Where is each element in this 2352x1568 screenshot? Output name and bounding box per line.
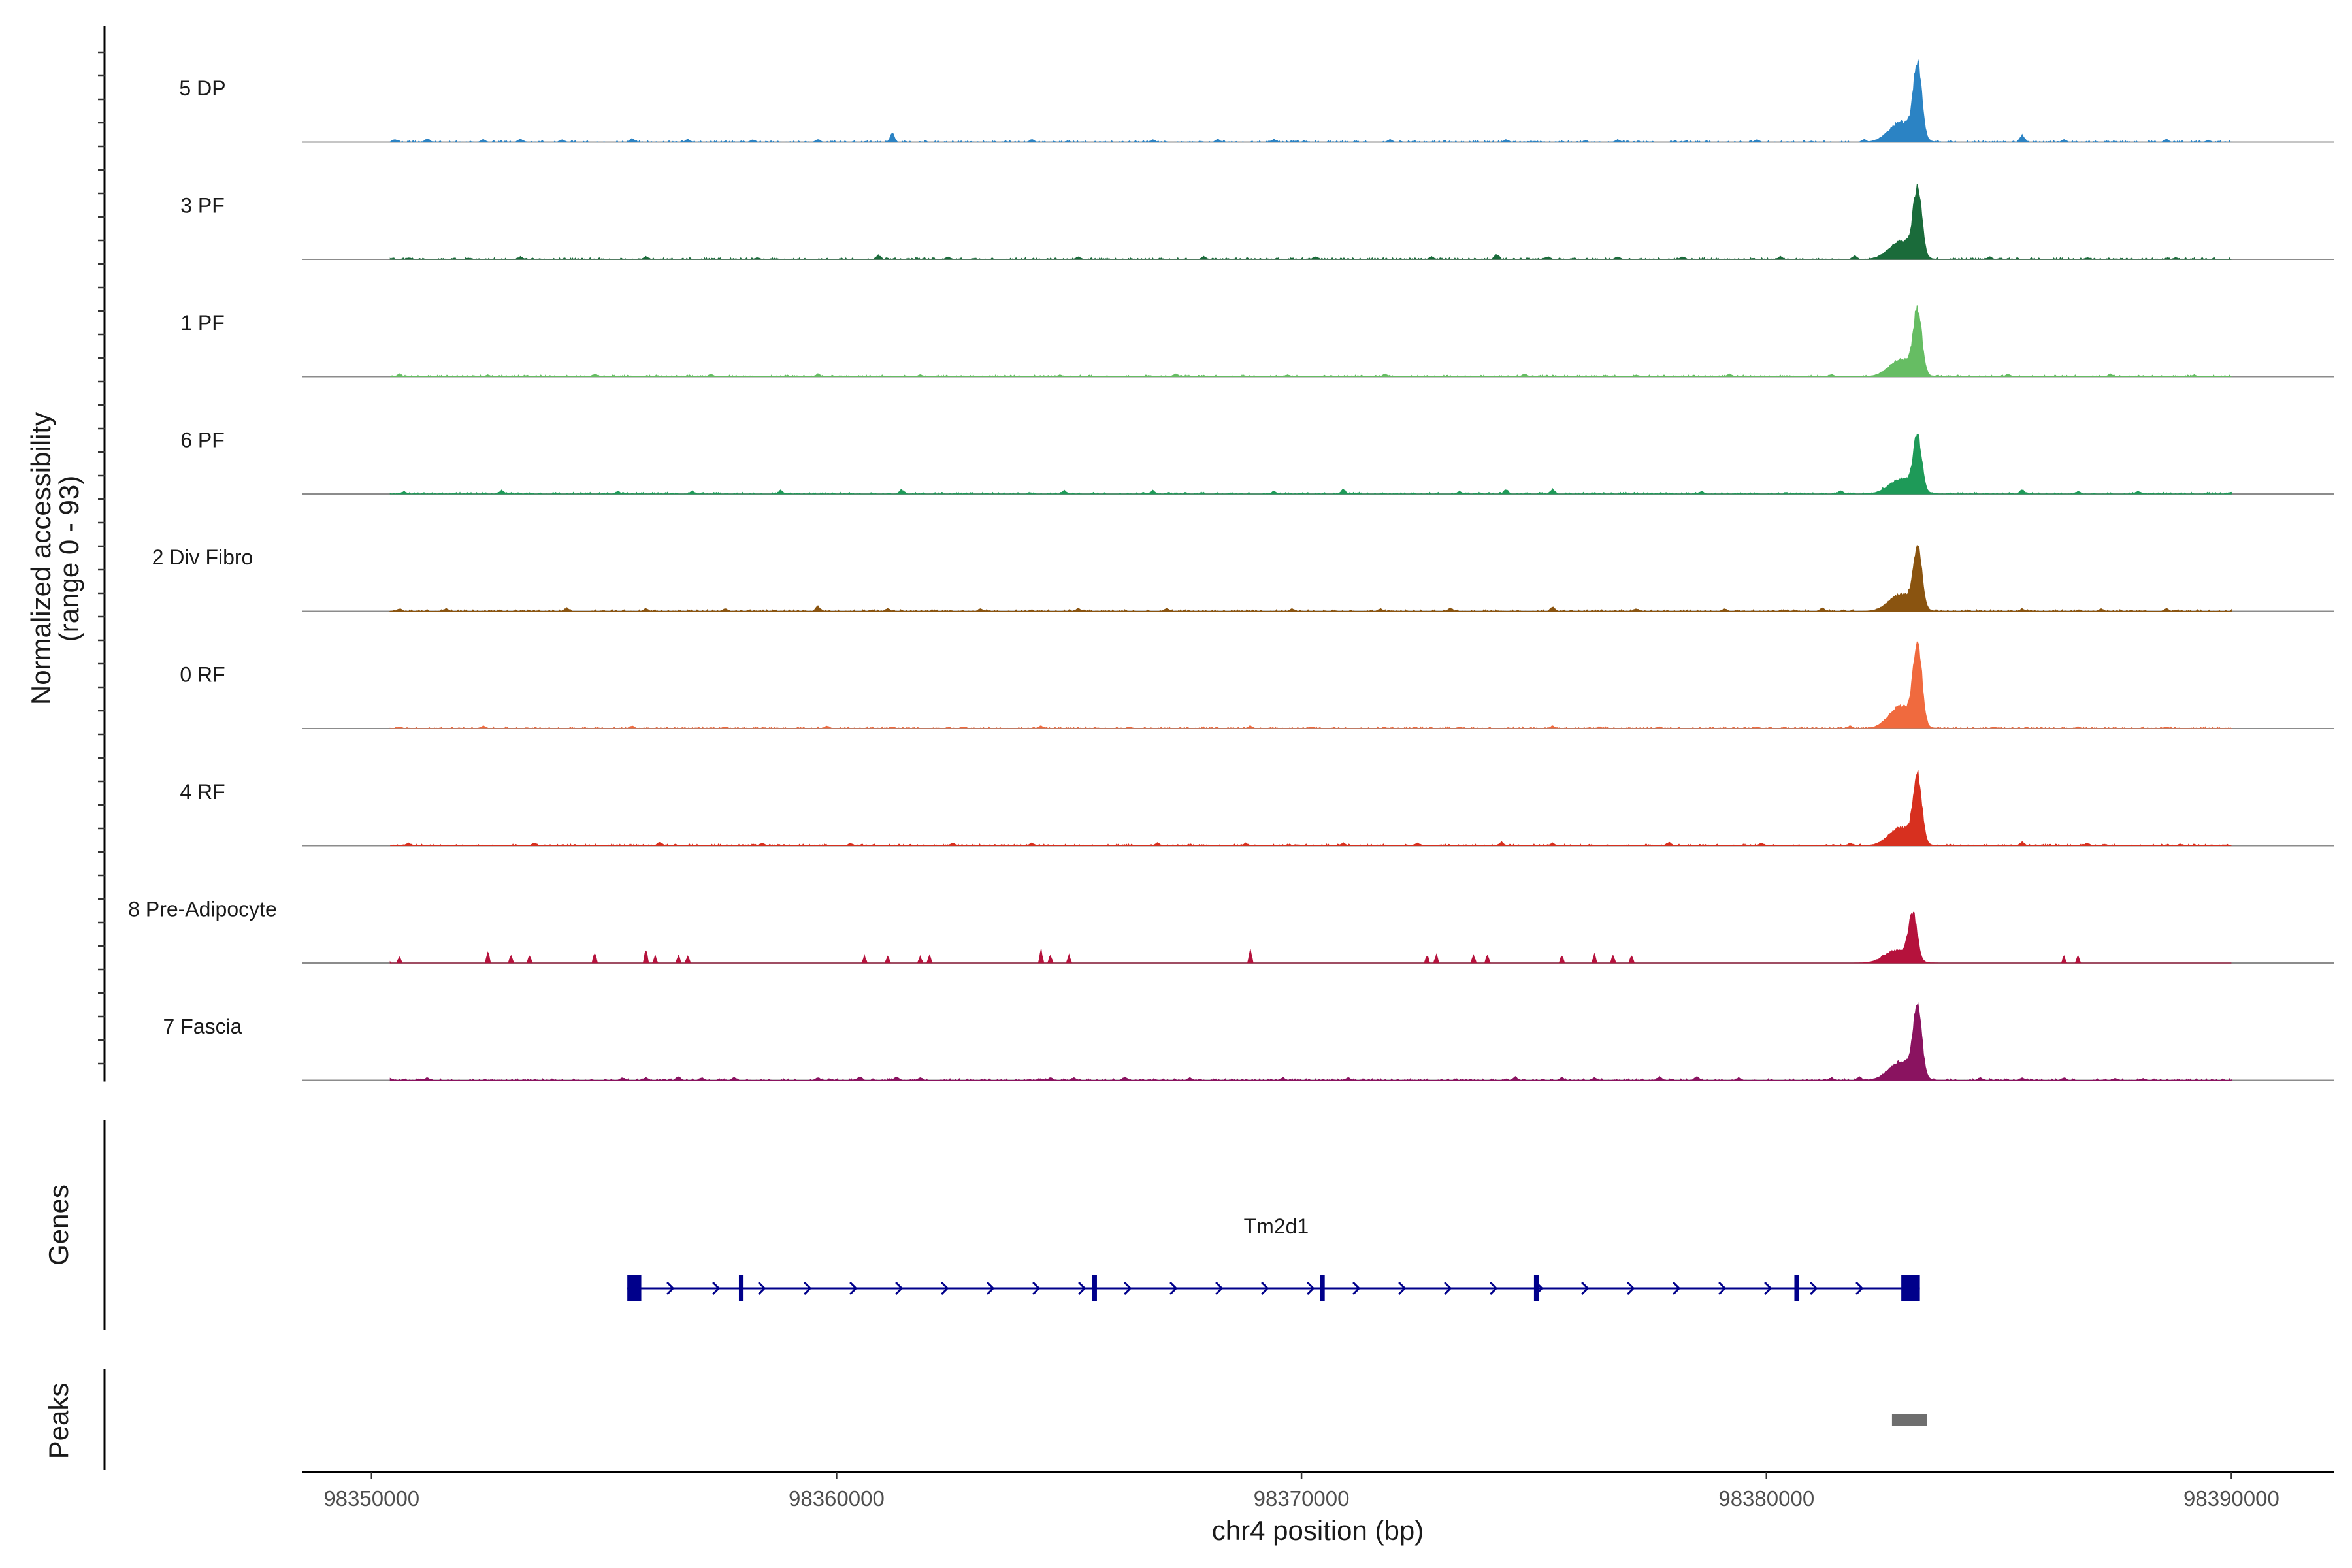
track-label: 8 Pre-Adipocyte [128, 898, 277, 921]
track-0: 5 DP [179, 59, 2334, 143]
track-coverage-area [389, 1002, 2232, 1081]
track-coverage-area [390, 305, 2232, 378]
track-5: 0 RF [180, 641, 2334, 730]
track-coverage-area [389, 59, 2232, 143]
x-axis: 98350000 98360000 98370000 98380000 98390000 [323, 1472, 2279, 1511]
gene-strand-arrow [1627, 1281, 1635, 1296]
track-label: 0 RF [180, 663, 225, 687]
x-tick-label: 98350000 [323, 1486, 419, 1511]
track-6: 4 RF [180, 770, 2334, 847]
track-coverage-area [389, 184, 2232, 261]
gene-strand-arrow [1855, 1281, 1864, 1296]
track-label: 7 Fascia [163, 1015, 242, 1038]
peaks-track-label: Peaks [43, 1383, 74, 1460]
gene-strand-arrow [1444, 1281, 1452, 1296]
track-7: 8 Pre-Adipocyte [128, 898, 2334, 964]
track-3: 6 PF [180, 429, 2334, 495]
x-tick-label: 98390000 [2183, 1486, 2279, 1511]
gene-track: Tm2d1 [627, 1215, 1920, 1301]
track-coverage-area [389, 434, 2232, 495]
gene-strand-arrow [1032, 1281, 1041, 1296]
gene-strand-arrow [1810, 1281, 1818, 1296]
track-coverage-area [389, 545, 2232, 612]
gene-strand-arrow [1581, 1281, 1590, 1296]
x-tick-label: 98370000 [1254, 1486, 1350, 1511]
track-label: 6 PF [180, 429, 225, 452]
gene-strand-arrow [895, 1281, 904, 1296]
track-8: 7 Fascia [163, 1002, 2334, 1081]
x-axis-title: chr4 position (bp) [1212, 1515, 1424, 1546]
genes-track-label: Genes [43, 1184, 74, 1266]
gene-strand-arrow [1398, 1281, 1407, 1296]
gene-exon [1320, 1275, 1325, 1301]
peak-region [1891, 1414, 1927, 1426]
gene-strand-arrow [941, 1281, 949, 1296]
track-label: 2 Div Fibro [152, 546, 253, 569]
coverage-y-axis [98, 26, 106, 1082]
gene-strand-arrow [1352, 1281, 1361, 1296]
track-1: 3 PF [180, 184, 2334, 261]
y-axis-title-line1: Normalized accessibility [25, 412, 56, 705]
coverage-tracks: 5 DP 3 PF 1 PF 6 PF 2 Div Fibro 0 RF 4 RF 8 Pre… [128, 59, 2334, 1081]
gene-strand-arrow [1078, 1281, 1086, 1296]
gene-strand-arrow [1764, 1281, 1772, 1296]
track-label: 1 PF [180, 311, 225, 335]
track-coverage-area [389, 641, 2232, 730]
gene-strand-arrow [1718, 1281, 1727, 1296]
track-label: 5 DP [179, 76, 225, 100]
y-axis-title-line2: (range 0 - 93) [54, 476, 84, 642]
gene-strand-arrow [1673, 1281, 1681, 1296]
gene-strand-arrow [849, 1281, 858, 1296]
x-tick-label: 98360000 [789, 1486, 885, 1511]
gene-strand-arrow [758, 1281, 766, 1296]
gene-exon [1794, 1275, 1799, 1301]
track-coverage-area [390, 770, 2232, 847]
gene-strand-arrow [1307, 1281, 1315, 1296]
track-2: 1 PF [180, 305, 2334, 378]
gene-name-label: Tm2d1 [1244, 1215, 1309, 1238]
gene-exon [738, 1275, 744, 1301]
gene-strand-arrow [666, 1281, 675, 1296]
gene-strand-arrow [1261, 1281, 1269, 1296]
gene-exon [627, 1275, 642, 1301]
track-4: 2 Div Fibro [152, 545, 2334, 612]
gene-strand-arrow [1215, 1281, 1224, 1296]
gene-exon [1901, 1275, 1920, 1301]
gene-strand-arrow [1124, 1281, 1132, 1296]
gene-strand-arrow [804, 1281, 812, 1296]
track-coverage-area [389, 911, 2232, 964]
track-label: 3 PF [180, 194, 225, 218]
gene-strand-arrow [712, 1281, 721, 1296]
gene-exon [1533, 1275, 1539, 1301]
gene-strand-arrow [987, 1281, 995, 1296]
track-label: 4 RF [180, 780, 225, 804]
gene-strand-arrow [1169, 1281, 1178, 1296]
gene-exon [1092, 1275, 1097, 1301]
gene-strand-arrow [1490, 1281, 1498, 1296]
x-tick-label: 98380000 [1718, 1486, 1814, 1511]
peak-track [1891, 1414, 1927, 1426]
